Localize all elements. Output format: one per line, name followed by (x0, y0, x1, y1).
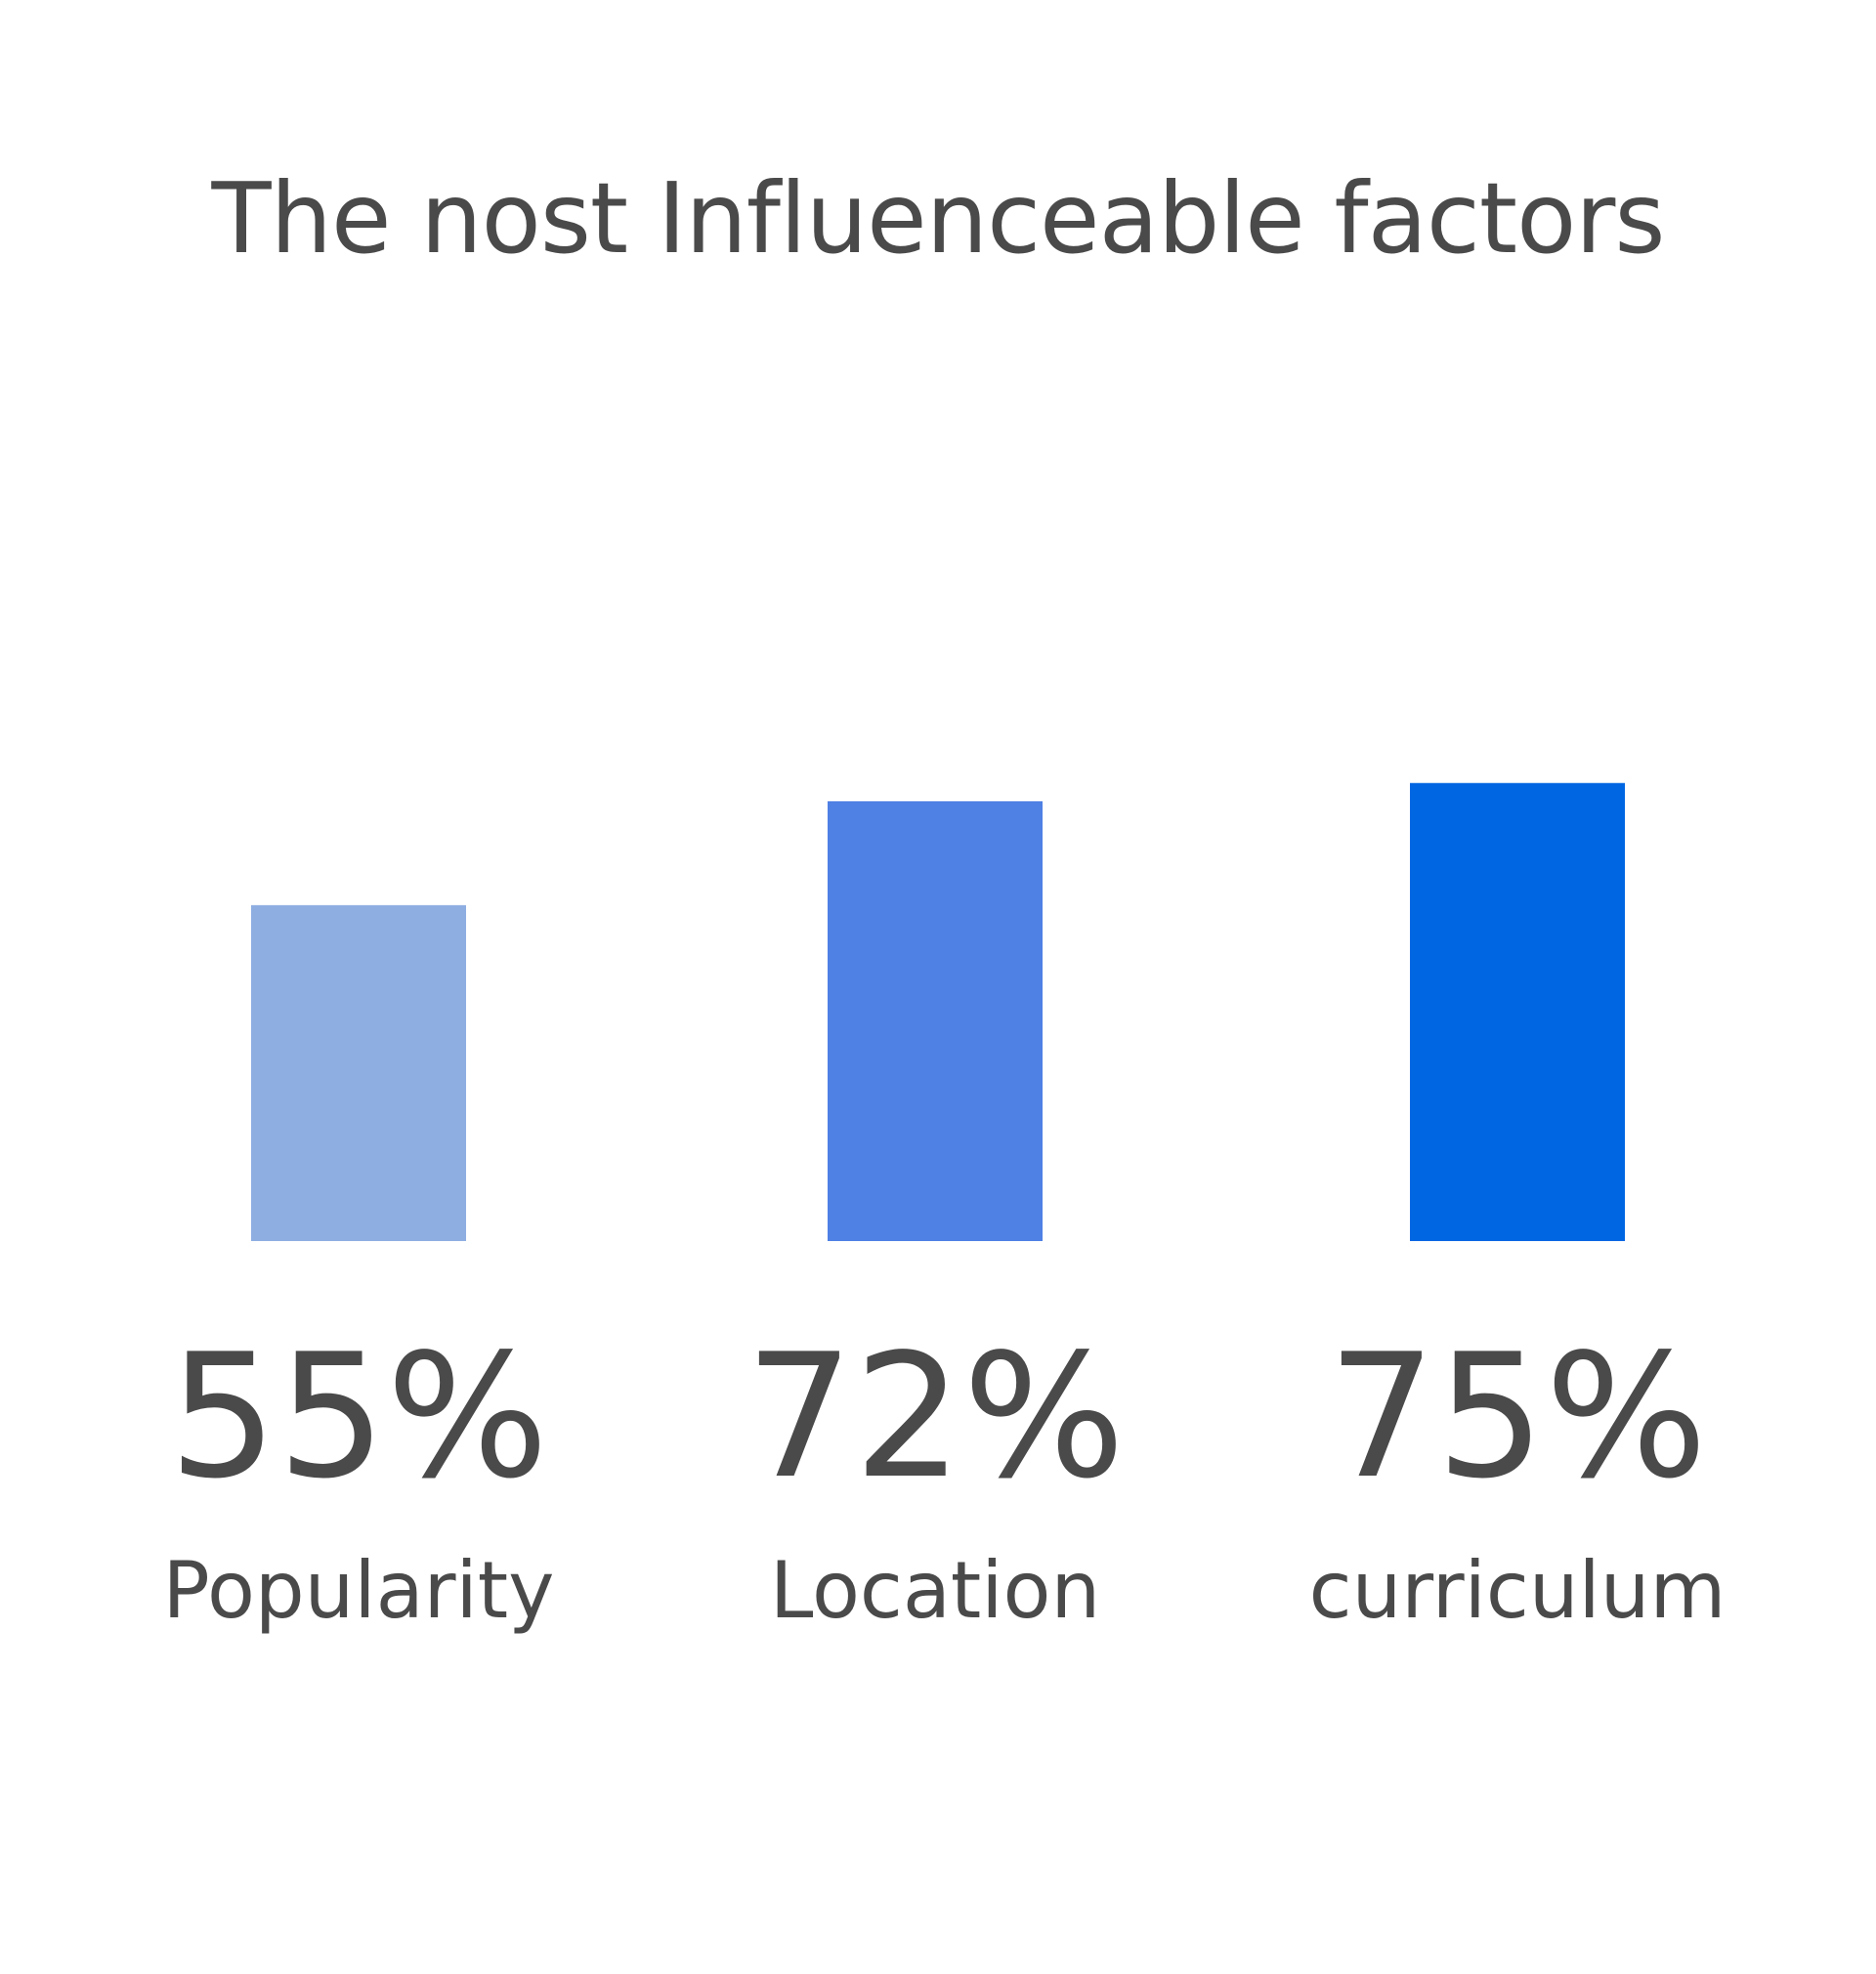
category-label-curriculum: curriculum (1309, 1545, 1727, 1636)
chart-title: The nost Influenceable factors (211, 161, 1666, 276)
category-label-popularity: Popularity (163, 1545, 555, 1636)
value-label-location: 72% (746, 1318, 1126, 1517)
category-label-location: Location (770, 1545, 1100, 1636)
bar-location (828, 801, 1043, 1241)
value-label-popularity: 55% (169, 1318, 549, 1517)
value-label-curriculum: 75% (1328, 1318, 1708, 1517)
bar-popularity (251, 905, 466, 1241)
bar-curriculum (1410, 783, 1625, 1241)
